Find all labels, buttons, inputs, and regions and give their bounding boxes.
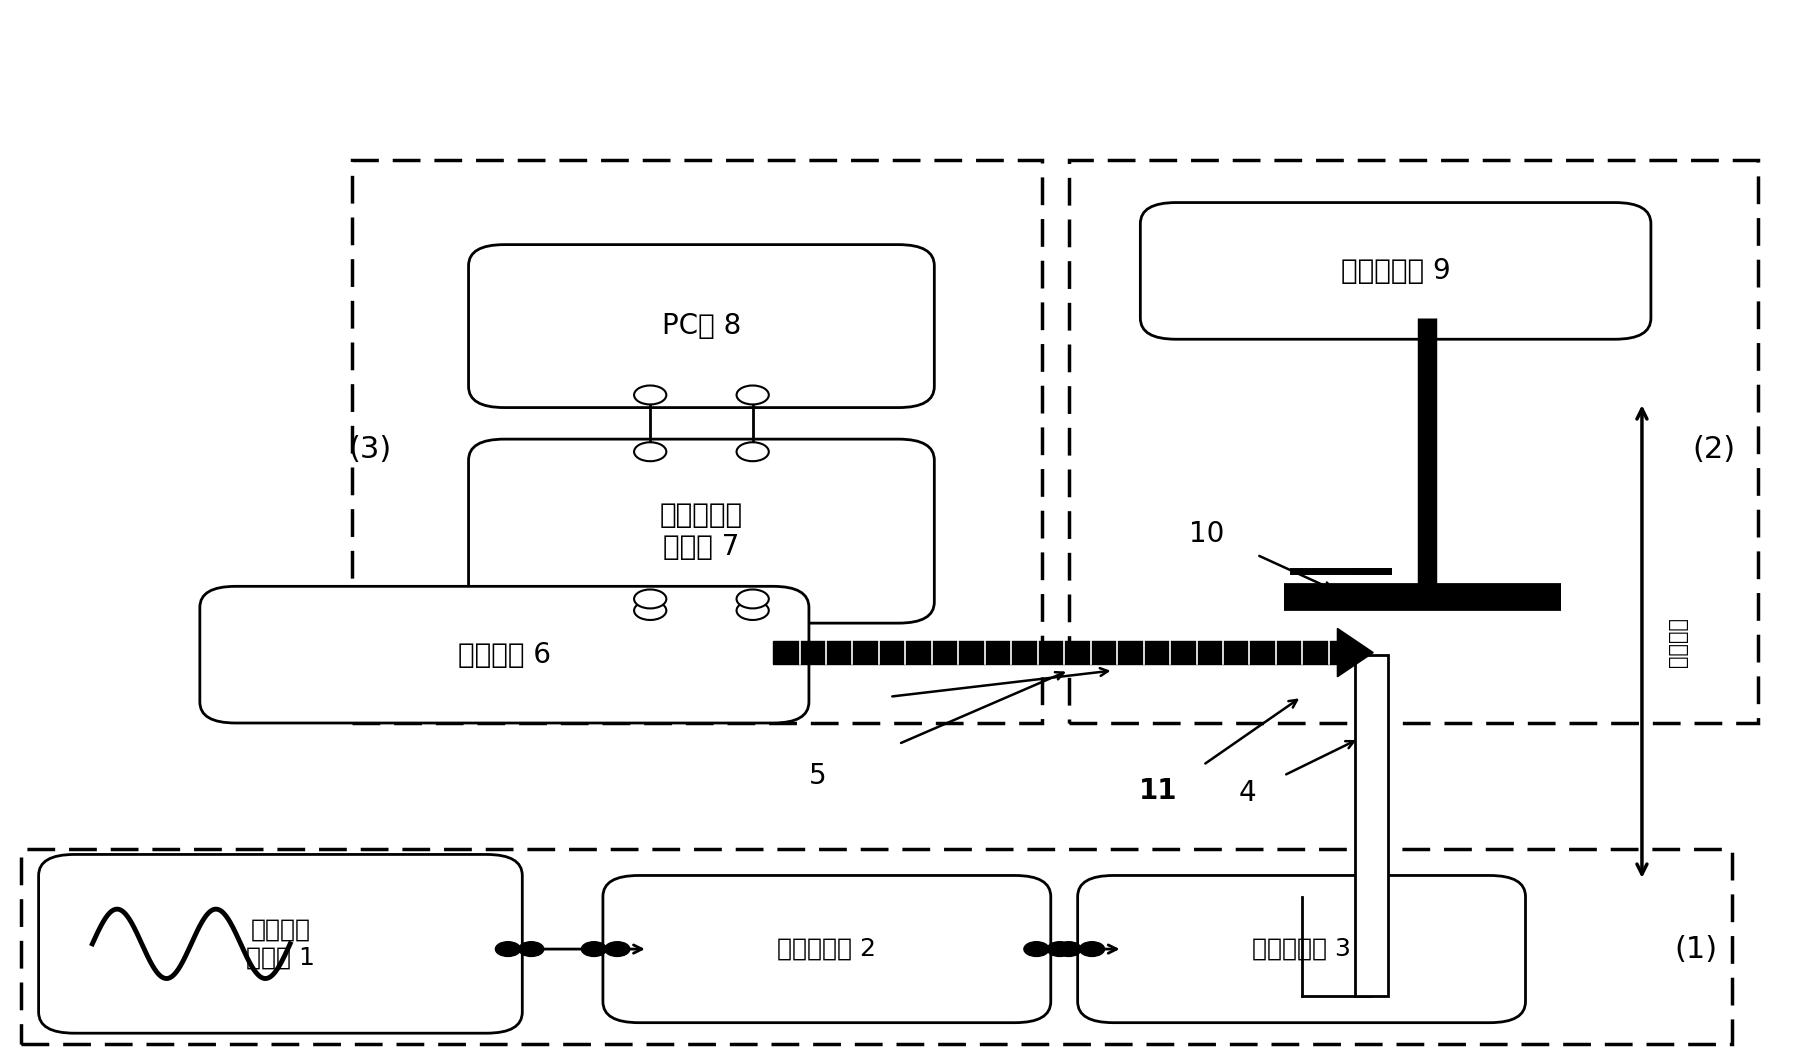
Circle shape xyxy=(582,942,607,957)
FancyBboxPatch shape xyxy=(469,439,934,624)
Text: 4: 4 xyxy=(1238,779,1256,808)
FancyBboxPatch shape xyxy=(199,587,809,723)
Circle shape xyxy=(606,942,629,957)
Circle shape xyxy=(737,601,769,620)
Circle shape xyxy=(634,386,667,405)
Text: 试样夹头 6: 试样夹头 6 xyxy=(458,641,552,669)
Text: PC机 8: PC机 8 xyxy=(661,312,740,340)
Polygon shape xyxy=(1337,629,1373,676)
Text: (3): (3) xyxy=(349,435,392,464)
Text: 10: 10 xyxy=(1190,520,1224,548)
Circle shape xyxy=(1057,942,1082,957)
Circle shape xyxy=(737,590,769,609)
Circle shape xyxy=(634,442,667,461)
Text: 电磁转换器 3: 电磁转换器 3 xyxy=(1253,938,1351,961)
Circle shape xyxy=(634,601,667,620)
Text: 振动方向: 振动方向 xyxy=(1668,616,1687,667)
Circle shape xyxy=(1048,942,1073,957)
Circle shape xyxy=(1080,942,1105,957)
Text: 负旋测微器 9: 负旋测微器 9 xyxy=(1341,257,1450,285)
Circle shape xyxy=(737,442,769,461)
Text: 数字函数
发生器 1: 数字函数 发生器 1 xyxy=(246,917,314,969)
Text: 11: 11 xyxy=(1139,777,1177,805)
Circle shape xyxy=(496,942,521,957)
Text: 功率放大器 2: 功率放大器 2 xyxy=(778,938,877,961)
Circle shape xyxy=(519,942,544,957)
Circle shape xyxy=(737,386,769,405)
Text: 5: 5 xyxy=(809,762,827,790)
FancyBboxPatch shape xyxy=(38,854,523,1033)
Circle shape xyxy=(1024,942,1049,957)
FancyBboxPatch shape xyxy=(1078,875,1526,1023)
Bar xyxy=(1355,654,1387,997)
Text: (1): (1) xyxy=(1675,934,1718,964)
Text: 多通路数字
万用表 7: 多通路数字 万用表 7 xyxy=(659,501,742,561)
Bar xyxy=(22,849,1732,1043)
FancyBboxPatch shape xyxy=(604,875,1051,1023)
Bar xyxy=(352,161,1042,723)
FancyBboxPatch shape xyxy=(1141,203,1651,339)
Bar xyxy=(1069,161,1759,723)
Text: (2): (2) xyxy=(1693,435,1736,464)
Bar xyxy=(773,641,1355,664)
Circle shape xyxy=(634,590,667,609)
FancyBboxPatch shape xyxy=(469,244,934,408)
